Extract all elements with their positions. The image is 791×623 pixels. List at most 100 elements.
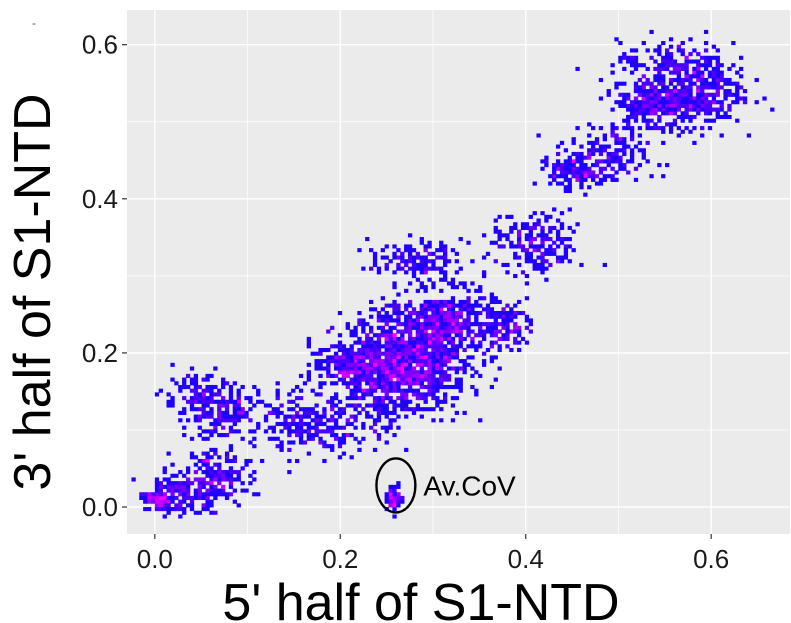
density-cell bbox=[400, 407, 405, 412]
density-cell bbox=[517, 240, 522, 245]
density-cell bbox=[443, 344, 448, 349]
density-cell bbox=[392, 381, 397, 386]
density-cell bbox=[193, 510, 199, 515]
density-cell bbox=[703, 118, 709, 123]
density-cell bbox=[676, 107, 681, 112]
density-cell bbox=[178, 388, 183, 393]
density-cell bbox=[629, 63, 635, 68]
density-cell bbox=[665, 163, 670, 168]
density-cell bbox=[322, 381, 327, 386]
density-cell bbox=[645, 77, 650, 83]
density-cell bbox=[513, 336, 518, 341]
density-cell bbox=[454, 333, 459, 338]
density-cell bbox=[271, 436, 276, 441]
density-cell bbox=[150, 495, 156, 501]
density-cell bbox=[629, 111, 635, 116]
density-cell bbox=[298, 407, 304, 412]
density-cell bbox=[563, 248, 569, 253]
density-cell bbox=[466, 303, 471, 308]
density-cell bbox=[279, 429, 284, 434]
density-cell bbox=[423, 325, 428, 330]
density-cell bbox=[419, 381, 424, 386]
density-cell bbox=[653, 107, 658, 112]
density-cell bbox=[209, 384, 214, 390]
density-cell bbox=[431, 307, 436, 312]
density-cell bbox=[489, 359, 495, 364]
density-cell bbox=[517, 310, 522, 316]
density-cell bbox=[178, 470, 183, 475]
density-cell bbox=[376, 436, 382, 441]
density-cell bbox=[404, 447, 409, 452]
density-cell bbox=[419, 370, 424, 375]
density-cell bbox=[435, 325, 440, 330]
density-cell bbox=[372, 399, 378, 404]
density-cell bbox=[431, 251, 436, 256]
density-cell bbox=[182, 410, 187, 415]
density-cell bbox=[474, 344, 479, 349]
density-cell bbox=[322, 347, 327, 353]
density-cell bbox=[330, 414, 335, 419]
density-cell bbox=[668, 55, 674, 60]
density-cell bbox=[661, 111, 666, 116]
density-cell bbox=[372, 259, 378, 264]
density-cell bbox=[493, 377, 498, 382]
density-cell bbox=[454, 322, 459, 327]
density-cell bbox=[587, 185, 592, 190]
density-cell bbox=[676, 92, 681, 97]
density-cell bbox=[707, 100, 713, 105]
density-cell bbox=[524, 274, 530, 279]
density-cell bbox=[423, 322, 428, 327]
density-cell bbox=[649, 81, 654, 86]
density-cell bbox=[369, 307, 374, 312]
density-cell bbox=[598, 170, 604, 175]
density-cell bbox=[411, 407, 417, 412]
density-cell bbox=[150, 499, 156, 504]
density-cell bbox=[509, 225, 514, 231]
density-cell bbox=[719, 85, 724, 90]
density-cell bbox=[672, 77, 678, 83]
density-cell bbox=[703, 107, 709, 112]
density-cell bbox=[365, 322, 370, 327]
density-cell bbox=[598, 77, 604, 83]
density-cell bbox=[240, 407, 245, 412]
density-cell bbox=[404, 248, 409, 253]
density-cell bbox=[435, 336, 440, 341]
density-cell bbox=[154, 507, 160, 512]
density-cell bbox=[552, 177, 557, 182]
density-cell bbox=[668, 111, 674, 116]
density-cell bbox=[583, 163, 588, 168]
density-cell bbox=[369, 266, 374, 271]
density-cell bbox=[571, 170, 576, 175]
density-cell bbox=[715, 81, 720, 86]
density-cell bbox=[353, 392, 358, 397]
density-cell bbox=[665, 92, 670, 97]
density-cell bbox=[692, 96, 697, 101]
density-cell bbox=[540, 240, 545, 245]
density-cell bbox=[524, 259, 530, 264]
density-cell bbox=[439, 399, 444, 404]
x-axis-title: 5' half of S1-NTD bbox=[222, 574, 619, 623]
density-cell bbox=[384, 381, 389, 386]
density-cell bbox=[365, 403, 370, 408]
density-cell bbox=[361, 325, 366, 330]
density-cell bbox=[224, 458, 230, 464]
density-cell bbox=[259, 458, 265, 464]
density-cell bbox=[411, 259, 417, 264]
density-cell bbox=[688, 114, 693, 120]
density-cell bbox=[703, 103, 709, 108]
density-cell bbox=[575, 151, 580, 157]
density-cell bbox=[446, 259, 452, 264]
density-cell bbox=[474, 318, 479, 323]
density-cell bbox=[345, 421, 350, 427]
density-cell bbox=[365, 366, 370, 371]
density-cell bbox=[493, 314, 498, 319]
density-cell bbox=[517, 340, 522, 345]
density-cell bbox=[279, 440, 284, 445]
density-cell bbox=[392, 303, 397, 308]
density-cell bbox=[384, 370, 389, 375]
density-cell bbox=[162, 507, 167, 512]
density-cell bbox=[657, 44, 662, 49]
density-cell bbox=[633, 111, 639, 116]
density-cell bbox=[559, 255, 565, 260]
density-cell bbox=[446, 347, 452, 353]
